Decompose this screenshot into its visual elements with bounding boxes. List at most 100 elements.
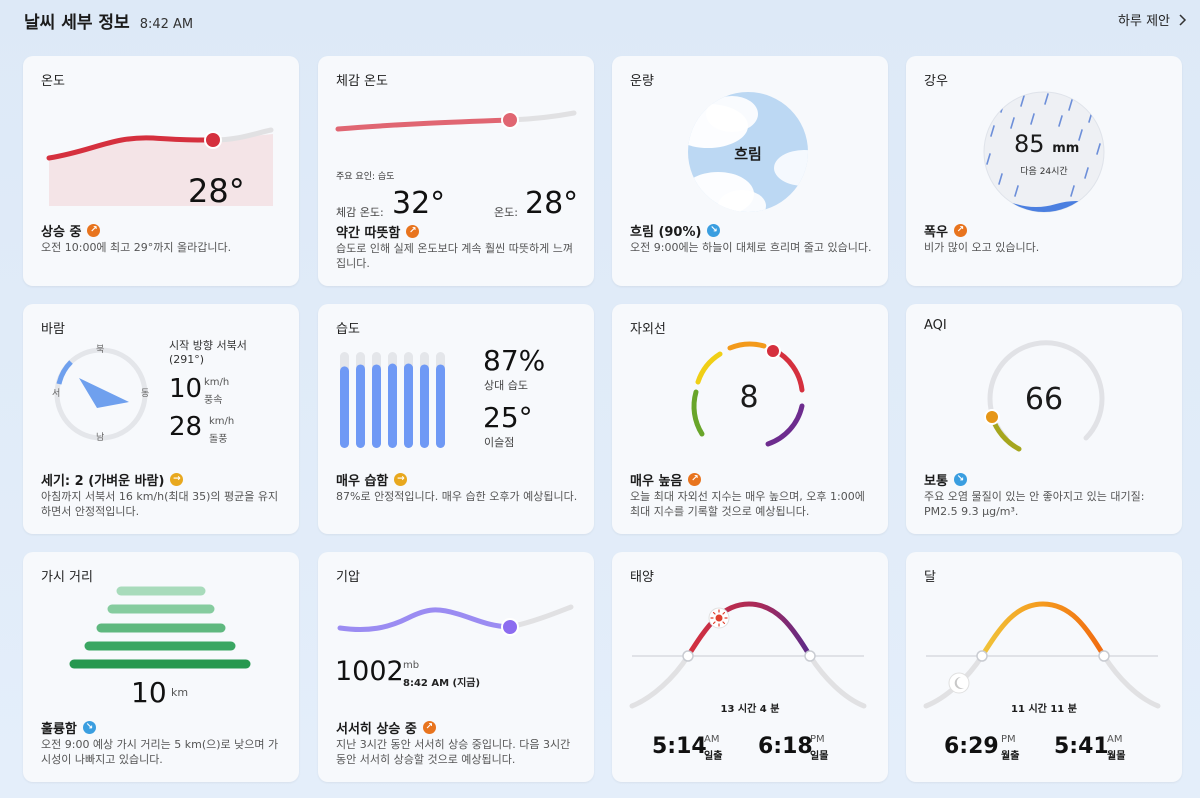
feels-value: 32° <box>392 186 446 221</box>
uv-gauge <box>691 341 805 447</box>
wind-speed-label: 풍속 <box>204 395 223 406</box>
humidity-bar <box>436 364 445 448</box>
visibility-unit: km <box>171 686 189 699</box>
sun-path-chart <box>629 601 867 709</box>
status-row: 보통 ↘ <box>924 470 967 489</box>
pressure-value: 1002 <box>335 656 404 687</box>
pressure-marker <box>501 618 519 636</box>
wind-card[interactable]: 바람 북 동 남 서 시작 방향 서북서 (291°) 10 km/h 풍속 2… <box>23 304 299 534</box>
cloud-illustration <box>688 92 808 212</box>
temperature-card[interactable]: 온도 28° 상승 중 ↗ 오전 10:00에 최고 29°까지 올라갑니다. <box>23 56 299 286</box>
pressure-card[interactable]: 기압 1002 mb 8:42 AM (지금) 서서히 상승 중 ↗ 지난 3시… <box>318 552 594 782</box>
feels-like-card[interactable]: 체감 온도 주요 요인: 습도 체감 온도: 32° 온도: 28° 약간 따뜻… <box>318 56 594 286</box>
page-title: 날씨 세부 정보 <box>24 13 130 33</box>
uv-value: 8 <box>739 380 759 415</box>
aqi-card[interactable]: AQI 66 보통 ↘ 주요 오염 물질이 있는 안 좋아지고 있는 대기질: … <box>906 304 1182 534</box>
sunset-label: 일몰 <box>810 751 829 762</box>
page-time: 8:42 AM <box>139 17 194 32</box>
trend-up-icon: ↗ <box>953 224 967 237</box>
aqi-value: 66 <box>1024 382 1064 417</box>
compass-west: 서 <box>52 389 61 399</box>
card-title: 온도 <box>41 74 65 89</box>
wind-direction-text: 시작 방향 서북서 <box>169 339 247 352</box>
card-title: AQI <box>924 318 947 333</box>
compass-east: 동 <box>141 389 150 399</box>
page-header: 날씨 세부 정보 8:42 AM <box>24 8 193 34</box>
aqi-marker <box>984 409 1000 425</box>
temperature-value: 28° <box>188 172 245 210</box>
humidity-bar <box>372 364 381 448</box>
humidity-card[interactable]: 습도 87% 상대 습도 25° 이슬점 매우 습함 → 87%로 안정적입니다… <box>318 304 594 534</box>
moonset-time: 5:41 <box>1054 734 1109 759</box>
card-title: 달 <box>924 570 936 585</box>
status-description: 아침까지 서북서 16 km/h(최대 35)의 평균을 유지하면서 안정적입니… <box>41 490 279 518</box>
status-row: 폭우 ↗ <box>924 221 967 240</box>
status-description: 주요 오염 물질이 있는 안 좋아지고 있는 대기질: PM2.5 9.3 μg… <box>924 490 1145 518</box>
sunset-ampm: PM <box>810 734 825 745</box>
chevron-right-icon <box>1179 13 1187 26</box>
humidity-value: 87% <box>483 344 546 377</box>
day-suggestion-link[interactable]: 하루 제안 <box>1118 10 1187 29</box>
moonset-ampm: AM <box>1107 734 1123 745</box>
temperature-chart <box>46 127 274 206</box>
status-text: 매우 높음 <box>630 474 683 489</box>
trend-down-icon: ↘ <box>82 721 96 734</box>
status-description: 오전 9:00에는 하늘이 대체로 흐리며 줄고 있습니다. <box>630 241 872 254</box>
actual-temp-value: 28° <box>525 186 579 221</box>
status-text: 서서히 상승 중 <box>336 722 417 737</box>
dew-point-label: 이슬점 <box>484 436 515 449</box>
uv-card[interactable]: 자외선 8 매우 높음 ↗ 오늘 최대 자외선 지수는 매우 높으며, 오후 1… <box>612 304 888 534</box>
daylight-duration: 13 시간 4 분 <box>720 704 780 715</box>
aqi-gauge <box>984 340 1105 452</box>
trend-down-icon: ↘ <box>953 473 967 486</box>
status-text: 훌륭함 <box>41 722 77 737</box>
rain-period: 다음 24시간 <box>1020 167 1068 177</box>
status-row: 약간 따뜻함 ↗ <box>336 222 420 241</box>
status-description: 오전 10:00에 최고 29°까지 올라갑니다. <box>41 241 232 254</box>
humidity-bar-chart <box>340 352 445 448</box>
compass-south: 남 <box>96 433 105 443</box>
visibility-card[interactable]: 가시 거리 10 km 훌륭함 ↘ 오전 9:00 예상 가시 거리는 5 km… <box>23 552 299 782</box>
sunrise-time: 5:14 <box>652 734 707 759</box>
wind-direction-arrow <box>79 378 129 408</box>
sunset-time: 6:18 <box>758 734 813 759</box>
humidity-bar <box>420 364 429 448</box>
rain-illustration <box>983 91 1105 213</box>
moon-card[interactable]: 달 11 시간 11 분 6:29 PM 월출 5:41 AM 월몰 <box>906 552 1182 782</box>
trend-steady-icon: → <box>170 473 184 486</box>
moonrise-dot <box>976 650 988 662</box>
status-text: 폭우 <box>924 225 948 240</box>
pressure-time: 8:42 AM (지금) <box>403 678 481 689</box>
status-description: 오전 9:00 예상 가시 거리는 5 km(으)로 낮으며 가시성이 나빠지고… <box>41 738 279 766</box>
feels-like-chart <box>335 110 577 132</box>
current-temp-marker <box>204 131 222 149</box>
status-text: 보통 <box>924 474 948 489</box>
wind-gust-value: 28 <box>169 412 203 442</box>
sun-card[interactable]: 태양 13 시간 4 분 5:14 AM 일출 6:18 PM 일몰 <box>612 552 888 782</box>
cloud-center-label: 흐림 <box>734 145 762 163</box>
sunrise-ampm: AM <box>704 734 720 745</box>
status-description: 오늘 최대 자외선 지수는 매우 높으며, 오후 1:00에 최대 지수를 기록… <box>630 490 865 518</box>
rain-amount-unit: mm <box>1052 141 1080 156</box>
feels-like-marker <box>501 111 519 129</box>
moon-path-chart <box>923 601 1161 709</box>
moonset-label: 월몰 <box>1107 751 1126 762</box>
wind-gust-label: 돌풍 <box>209 434 228 445</box>
actual-temp-label: 온도: <box>494 206 518 219</box>
cloud-cover-card[interactable]: 운량 흐림 흐림 (90%) ↘ 오전 9:00에는 하늘이 대체로 흐리며 줄… <box>612 56 888 286</box>
status-text: 약간 따뜻함 <box>336 226 401 241</box>
pressure-unit: mb <box>403 660 420 671</box>
status-row: 세기: 2 (가벼운 바람) → <box>41 470 184 489</box>
trend-up-icon: ↗ <box>87 224 101 237</box>
card-title: 체감 온도 <box>336 74 388 89</box>
rainfall-card[interactable]: 강우 85 mm 다음 24시간 폭우 ↗ 비가 많이 오고 있습니다. <box>906 56 1182 286</box>
visibility-illustration <box>69 586 251 669</box>
trend-up-icon: ↗ <box>422 721 436 734</box>
card-title: 가시 거리 <box>41 570 93 585</box>
day-suggestion-label: 하루 제안 <box>1118 14 1170 29</box>
status-description: 습도로 인해 실제 온도보다 계속 훨씬 따뜻하게 느껴집니다. <box>336 242 573 270</box>
trend-steady-icon: → <box>394 473 408 486</box>
visibility-value: 10 <box>131 676 167 709</box>
status-row: 매우 높음 ↗ <box>630 470 702 489</box>
trend-down-icon: ↘ <box>707 224 721 237</box>
